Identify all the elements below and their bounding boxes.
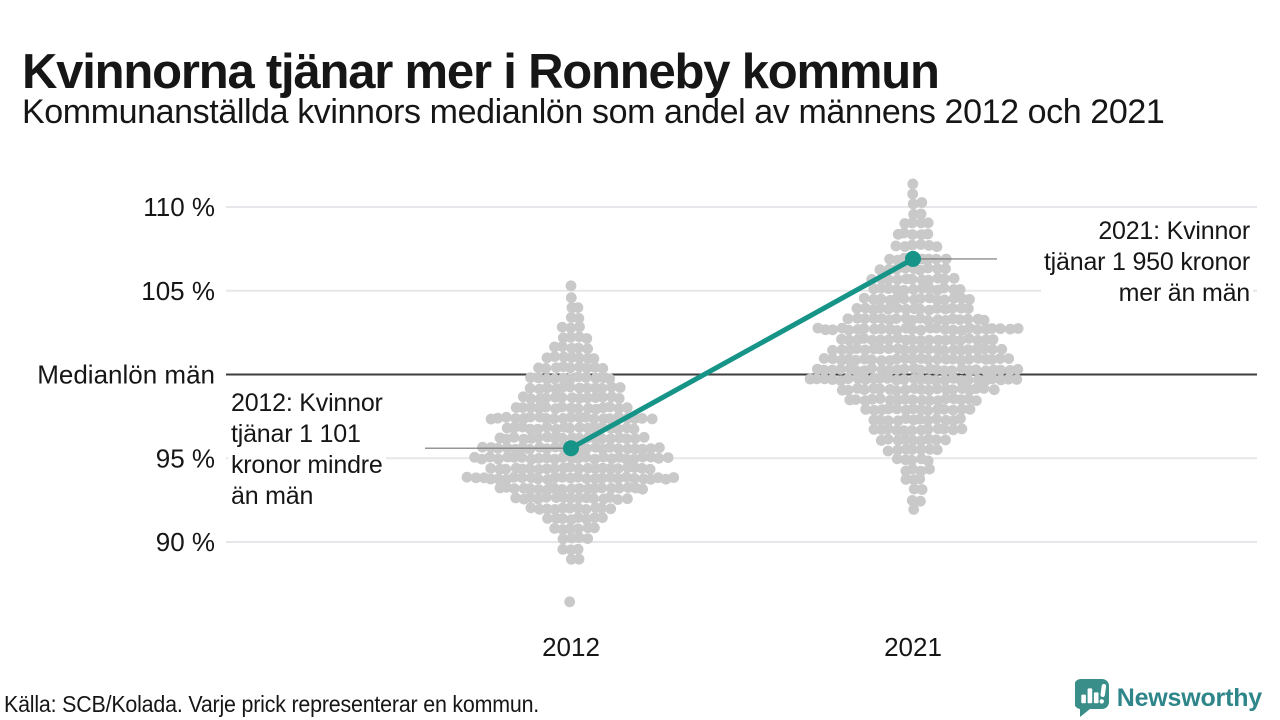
y-tick-label: Medianlön män xyxy=(37,360,215,390)
newsworthy-brand: Newsworthy xyxy=(1074,679,1262,717)
y-tick-label: 95 % xyxy=(156,443,215,473)
logo-bar-2 xyxy=(1087,688,1092,704)
highlight-dot-2012 xyxy=(563,440,579,457)
page-subtitle: Kommunanställda kvinnors medianlön som a… xyxy=(22,93,1165,131)
logo-bar-3 xyxy=(1093,692,1099,704)
newsworthy-logo-icon xyxy=(1074,679,1109,717)
annotation-2012: 2012: Kvinnor tjänar 1 101 kronor mindre… xyxy=(228,387,386,513)
highlight-trend-line xyxy=(569,256,915,451)
logo-exclamation xyxy=(1099,683,1106,704)
page-title: Kvinnorna tjänar mer i Ronneby kommun xyxy=(22,44,940,99)
x-category-label: 2021 xyxy=(884,632,942,662)
newsworthy-logo-text: Newsworthy xyxy=(1116,683,1262,712)
logo-bar-1 xyxy=(1081,694,1086,704)
source-note: Källa: SCB/Kolada. Varje prick represent… xyxy=(4,691,540,717)
y-tick-label: 105 % xyxy=(141,276,215,306)
annotation-2021: 2021: Kvinnor tjänar 1 950 kronor mer än… xyxy=(1040,215,1253,310)
y-tick-label: 90 % xyxy=(156,527,215,557)
highlight-dot-2021 xyxy=(905,250,921,267)
swarm-2021 xyxy=(804,178,1024,515)
gridlines: 110 % 105 % Medianlön män 95 % 90 % xyxy=(37,192,1257,557)
x-category-label: 2012 xyxy=(542,632,600,662)
swarm-2012 xyxy=(461,280,680,608)
y-tick-label: 110 % xyxy=(143,192,215,222)
